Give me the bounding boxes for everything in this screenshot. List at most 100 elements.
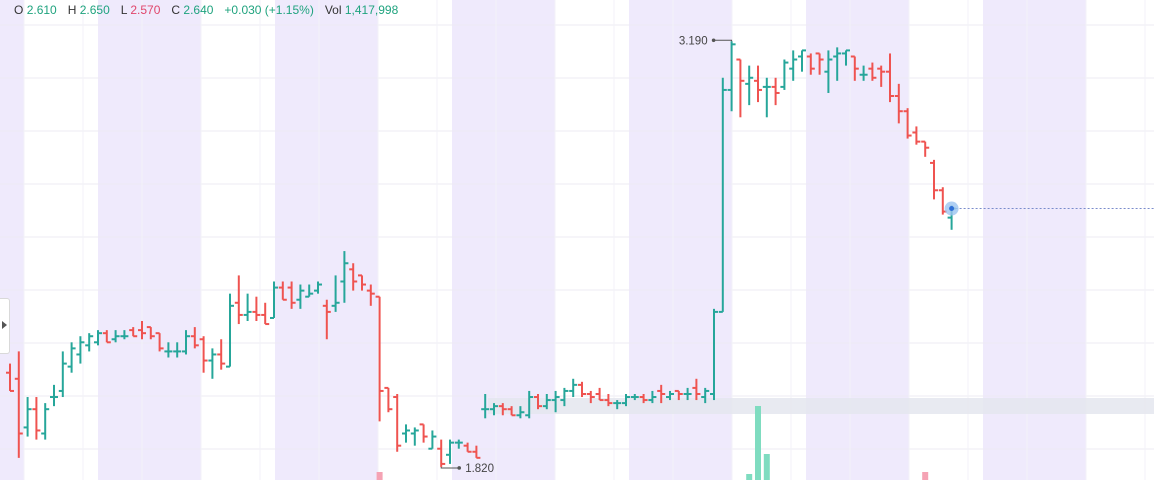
ohlc-bar bbox=[525, 390, 534, 419]
ohlc-bars bbox=[6, 41, 956, 467]
ohlc-bar bbox=[833, 47, 842, 81]
chevron-right-icon bbox=[2, 321, 7, 329]
ohlc-bar bbox=[199, 336, 208, 373]
ohlc-bar bbox=[789, 50, 798, 81]
high-price-label: 3.190 bbox=[679, 35, 708, 47]
ohlc-bar bbox=[604, 393, 613, 407]
low-value: 2.570 bbox=[130, 3, 161, 17]
ohlc-bar bbox=[745, 65, 754, 106]
ohlc-bar bbox=[894, 83, 903, 124]
low-price-label: 1.820 bbox=[465, 463, 494, 475]
ohlc-bar bbox=[454, 439, 463, 449]
ohlc-bar bbox=[138, 321, 146, 340]
ohlc-bar bbox=[630, 393, 639, 401]
ohlc-bar bbox=[402, 424, 410, 443]
ohlc-bar bbox=[595, 387, 604, 402]
ohlc-bar bbox=[384, 386, 393, 413]
close-label: C bbox=[171, 3, 181, 17]
ohlc-bar bbox=[771, 77, 780, 106]
volume-bar bbox=[746, 474, 753, 480]
ohlc-bar bbox=[516, 406, 525, 419]
ohlc-bar bbox=[815, 52, 824, 75]
ohlc-bar bbox=[560, 387, 569, 407]
volume-bar bbox=[922, 472, 929, 480]
ohlc-bar bbox=[437, 439, 446, 467]
ohlc-bar bbox=[217, 339, 226, 370]
ohlc-bar bbox=[155, 332, 164, 352]
ohlc-bar bbox=[419, 423, 428, 443]
ohlc-bar bbox=[67, 342, 76, 373]
ohlc-bar bbox=[428, 430, 437, 450]
ohlc-bar bbox=[718, 77, 727, 313]
close-value: 2.640 bbox=[183, 3, 214, 17]
ohlc-bar bbox=[534, 393, 542, 410]
ohlc-bar bbox=[182, 330, 190, 355]
ohlc-bar bbox=[32, 397, 41, 440]
ohlc-bar bbox=[683, 387, 692, 401]
volume-bar bbox=[763, 454, 770, 480]
ohlc-bar bbox=[102, 330, 111, 344]
ohlc-bar bbox=[375, 295, 384, 422]
ohlc-bar bbox=[305, 284, 314, 298]
ohlc-bar bbox=[322, 299, 331, 340]
ohlc-bar bbox=[578, 381, 586, 398]
ohlc-bar bbox=[868, 62, 877, 81]
ohlc-bar bbox=[498, 403, 507, 416]
ohlc-bar bbox=[490, 403, 498, 416]
ohlc-bar bbox=[111, 330, 120, 343]
ohlc-bar bbox=[859, 65, 868, 81]
ohlc-bar bbox=[903, 108, 912, 139]
ohlc-bar bbox=[481, 393, 490, 419]
ohlc-bar bbox=[393, 393, 402, 452]
last-price-dot bbox=[949, 206, 955, 212]
ohlc-bar bbox=[226, 293, 234, 368]
ohlc-bar bbox=[287, 281, 296, 309]
ohlc-bar bbox=[780, 59, 789, 90]
high-value: 2.650 bbox=[79, 3, 110, 17]
ohlc-bar bbox=[622, 393, 630, 407]
overlay-layer: 3.190 1.820 bbox=[440, 35, 1154, 475]
open-label: O bbox=[14, 3, 24, 17]
ohlc-bar bbox=[6, 363, 14, 392]
ohlc-bar bbox=[850, 55, 859, 81]
open-value: 2.610 bbox=[26, 3, 57, 17]
ohlc-bar bbox=[798, 49, 806, 72]
ohlc-bar bbox=[842, 49, 850, 66]
ohlc-bar bbox=[331, 275, 340, 312]
ohlc-bar bbox=[296, 284, 305, 309]
high-label: H bbox=[67, 3, 77, 17]
ohlc-bar bbox=[270, 281, 278, 319]
ohlc-bar bbox=[243, 293, 252, 322]
ohlc-legend: O 2.610 H 2.650 L 2.570 C 2.640 +0.030 (… bbox=[14, 3, 405, 17]
session-band bbox=[0, 0, 24, 480]
ohlc-bar bbox=[23, 397, 32, 437]
change-value: +0.030 (+1.15%) bbox=[224, 3, 314, 17]
ohlc-bar bbox=[727, 41, 736, 112]
ohlc-bar bbox=[648, 390, 657, 404]
ohlc-bar bbox=[692, 378, 701, 401]
ohlc-bar bbox=[314, 281, 322, 294]
collapse-panel-button[interactable] bbox=[0, 298, 10, 354]
ohlc-bar bbox=[877, 65, 886, 87]
ohlc-bar bbox=[542, 393, 551, 410]
volume-value: 1,417,998 bbox=[344, 3, 399, 17]
high-leader-line bbox=[713, 39, 733, 42]
volume-bar bbox=[755, 406, 761, 480]
ohlc-bar bbox=[58, 351, 67, 398]
high-leader-dot bbox=[711, 38, 716, 43]
ohlc-bar bbox=[366, 284, 375, 306]
volume-bar bbox=[376, 472, 383, 480]
ohlc-bar bbox=[569, 378, 578, 398]
ohlc-bar bbox=[14, 351, 23, 458]
ohlc-bar bbox=[446, 439, 454, 464]
ohlc-bar bbox=[930, 159, 938, 200]
ohlc-bar bbox=[701, 387, 710, 404]
ohlc-bar bbox=[551, 390, 560, 413]
ohlc-bar bbox=[190, 327, 199, 349]
ohlc-bar bbox=[824, 50, 833, 93]
ohlc-bar bbox=[886, 53, 894, 103]
volume-label: Vol bbox=[324, 3, 342, 17]
ohlc-bar bbox=[164, 342, 173, 358]
ohlc-bar bbox=[762, 77, 771, 118]
